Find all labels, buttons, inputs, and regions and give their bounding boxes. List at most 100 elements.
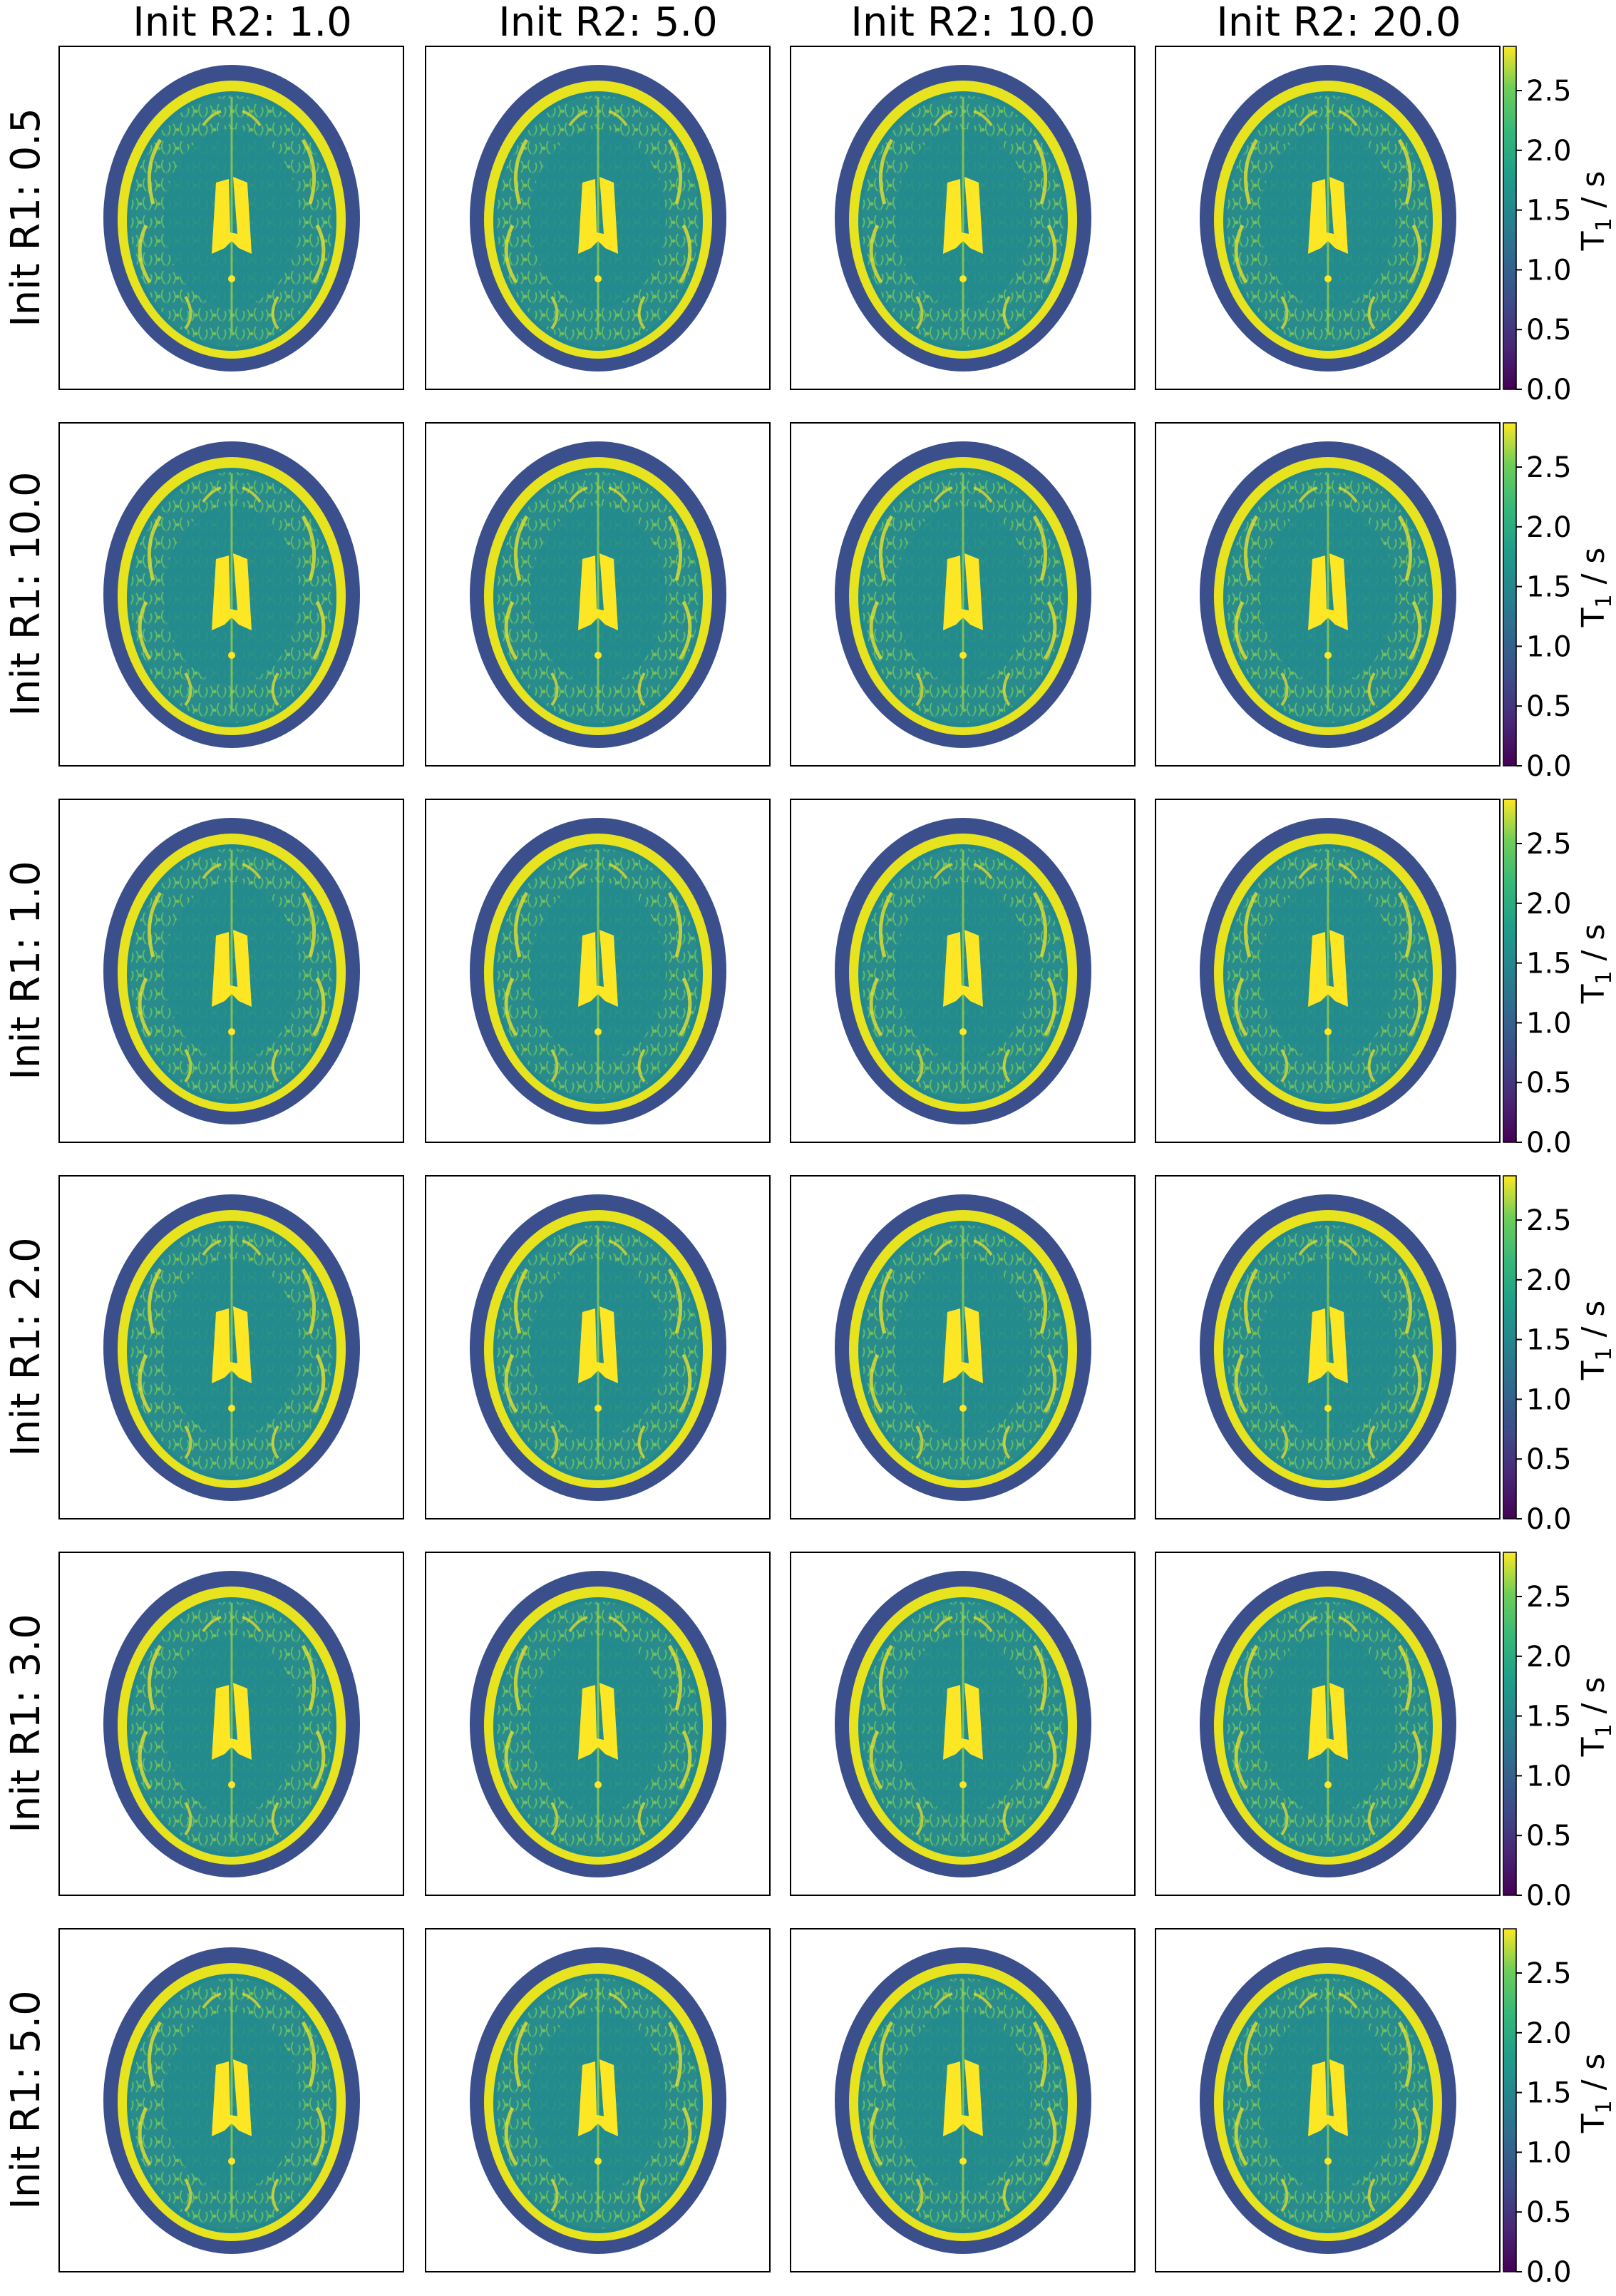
colorbar-tick-label: 2.5	[1526, 1581, 1572, 1614]
brain-panel	[1155, 422, 1501, 767]
brain-image	[1200, 1947, 1456, 2254]
panel-frame	[58, 1928, 404, 2272]
panel-frame	[58, 1175, 404, 1519]
brain-image	[1200, 1194, 1456, 1501]
brain-image	[470, 65, 726, 371]
colorbar-label: T1 / s	[1575, 1677, 1616, 1758]
brain-panel	[1155, 1928, 1501, 2272]
colorbar: 0.0 0.5 1.0 1.5 2.0 2.5 T1 / s	[1503, 1928, 1616, 2289]
colorbar-tick-label: 2.5	[1526, 451, 1572, 484]
colorbar-gradient	[1503, 422, 1517, 767]
colorbar-tick-label: 0.0	[1526, 1880, 1572, 1912]
brain-image	[103, 1571, 360, 1877]
panel-frame	[1155, 1928, 1501, 2272]
brain-image	[835, 1947, 1091, 2254]
brain-panel	[425, 1175, 771, 1519]
colorbar-tick-label: 1.5	[1526, 571, 1572, 604]
panel-frame	[425, 799, 771, 1143]
brain-panel	[1155, 1175, 1501, 1519]
row-title-6: Init R1: 5.0	[3, 1990, 49, 2210]
column-title-3: Init R2: 10.0	[850, 0, 1095, 46]
colorbar-tick-label: 1.0	[1526, 1760, 1572, 1793]
colorbar-tick-label: 0.5	[1526, 1443, 1572, 1476]
brain-panel	[790, 1175, 1136, 1519]
colorbar-tick-label: 2.5	[1526, 1957, 1572, 1990]
panel-frame	[425, 46, 771, 390]
row-title-5: Init R1: 3.0	[3, 1614, 49, 1833]
brain-panel	[58, 799, 404, 1143]
brain-panel	[1155, 1552, 1501, 1896]
colorbar-tick-label: 0.0	[1526, 750, 1572, 783]
brain-image	[1200, 441, 1456, 748]
colorbar-label: T1 / s	[1575, 171, 1616, 252]
colorbar-tick-label: 0.5	[1526, 690, 1572, 723]
brain-image	[835, 65, 1091, 371]
brain-image	[103, 1947, 360, 2254]
colorbar-tick-label: 0.0	[1526, 1503, 1572, 1536]
colorbar-tick-label: 2.0	[1526, 888, 1572, 921]
panel-frame	[1155, 1552, 1501, 1896]
colorbar-group: 0.0 0.5 1.0 1.5 2.0 2.5 T1 / s 0.0 0.5 1.0 1.5 2.0 2…	[1503, 46, 1616, 2289]
colorbar-tick-label: 2.0	[1526, 1264, 1572, 1297]
colorbar-label: T1 / s	[1575, 548, 1616, 628]
panel-frame	[1155, 799, 1501, 1143]
panel-frame	[425, 1552, 771, 1896]
brain-image	[835, 441, 1091, 748]
brain-image	[103, 1194, 360, 1501]
brain-image	[835, 818, 1091, 1124]
colorbar-tick-label: 2.5	[1526, 828, 1572, 861]
colorbar-tick-label: 0.0	[1526, 2256, 1572, 2289]
colorbar-tick-label: 2.0	[1526, 1641, 1572, 1674]
panel-frame	[790, 1175, 1136, 1519]
brain-panel	[425, 46, 771, 390]
column-title-4: Init R2: 20.0	[1216, 0, 1461, 46]
colorbar-gradient	[1503, 1928, 1517, 2272]
brain-panel	[425, 799, 771, 1143]
brain-panel	[58, 46, 404, 390]
brain-panel	[58, 1175, 404, 1519]
panel-frame	[790, 1552, 1136, 1896]
colorbar-tick-label: 1.0	[1526, 1383, 1572, 1416]
colorbar: 0.0 0.5 1.0 1.5 2.0 2.5 T1 / s	[1503, 1175, 1616, 1536]
colorbar-tick-label: 0.5	[1526, 1067, 1572, 1100]
panel-frame	[790, 799, 1136, 1143]
panel-frame	[1155, 46, 1501, 390]
colorbar: 0.0 0.5 1.0 1.5 2.0 2.5 T1 / s	[1503, 1552, 1616, 1912]
colorbar-tick-label: 0.0	[1526, 374, 1572, 406]
colorbar-tick-label: 2.5	[1526, 1204, 1572, 1237]
panel-frame	[58, 422, 404, 767]
brain-image	[835, 1194, 1091, 1501]
brain-panel	[790, 46, 1136, 390]
colorbar-tick-label: 1.5	[1526, 1324, 1572, 1357]
brain-panel	[1155, 799, 1501, 1143]
colorbar-tick-label: 0.0	[1526, 1127, 1572, 1159]
brain-panel	[425, 422, 771, 767]
colorbar-tick-label: 0.5	[1526, 314, 1572, 347]
brain-image	[835, 1571, 1091, 1877]
brain-image	[103, 818, 360, 1124]
brain-panel	[790, 799, 1136, 1143]
colorbar-gradient	[1503, 46, 1517, 390]
brain-panel	[58, 1552, 404, 1896]
colorbar-tick-label: 1.0	[1526, 2136, 1572, 2169]
brain-image	[470, 1947, 726, 2254]
colorbar-gradient	[1503, 1175, 1517, 1519]
colorbar-tick-label: 2.0	[1526, 2017, 1572, 2050]
brain-panel	[1155, 46, 1501, 390]
colorbar: 0.0 0.5 1.0 1.5 2.0 2.5 T1 / s	[1503, 799, 1616, 1159]
colorbar: 0.0 0.5 1.0 1.5 2.0 2.5 T1 / s	[1503, 422, 1616, 783]
colorbar-tick-label: 0.5	[1526, 2196, 1572, 2229]
colorbar: 0.0 0.5 1.0 1.5 2.0 2.5 T1 / s	[1503, 46, 1616, 406]
brain-panel	[58, 1928, 404, 2272]
brain-image	[1200, 65, 1456, 371]
panel-frame	[425, 422, 771, 767]
colorbar-gradient	[1503, 799, 1517, 1143]
colorbar-tick-label: 2.5	[1526, 75, 1572, 108]
panel-frame	[58, 799, 404, 1143]
colorbar-tick-label: 1.5	[1526, 948, 1572, 980]
colorbar-tick-label: 2.0	[1526, 511, 1572, 544]
colorbar-tick-label: 2.0	[1526, 135, 1572, 168]
brain-image	[103, 441, 360, 748]
column-title-2: Init R2: 5.0	[498, 0, 718, 46]
